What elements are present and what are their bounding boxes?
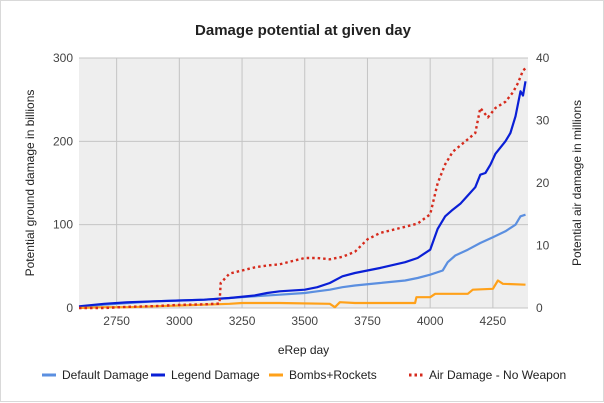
legend-label: Air Damage - No Weapon	[429, 368, 566, 382]
right-tick-label: 0	[536, 301, 543, 315]
legend-item: Default Damage	[42, 368, 149, 382]
right-tick-label: 10	[536, 239, 550, 253]
x-tick-label: 3250	[229, 314, 256, 328]
left-tick-label: 100	[53, 218, 73, 232]
legend-item: Bombs+Rockets	[269, 368, 377, 382]
series-group	[78, 66, 528, 310]
right-tick-label: 30	[536, 114, 550, 128]
legend-label: Default Damage	[62, 368, 149, 382]
x-axis-label: eRep day	[278, 343, 329, 357]
x-tick-label: 2750	[103, 314, 130, 328]
legend-label: Legend Damage	[171, 368, 260, 382]
left-tick-label: 0	[66, 301, 73, 315]
left-tick-label: 200	[53, 134, 73, 148]
series-line-air-damage-no-weapon	[79, 66, 528, 310]
x-tick-label: 3500	[291, 314, 318, 328]
x-tick-label: 3750	[354, 314, 381, 328]
x-tick-label: 4000	[417, 314, 444, 328]
left-tick-label: 300	[53, 51, 73, 65]
series-line-legend-damage	[78, 81, 527, 308]
legend: Default Damage Legend Damage Bombs+Rockets…	[42, 368, 566, 382]
x-tick-label: 4250	[480, 314, 507, 328]
plot-area	[79, 58, 528, 308]
legend-item: Legend Damage	[151, 368, 260, 382]
left-axis-label: Potential ground damage in billions	[23, 90, 37, 277]
right-tick-label: 20	[536, 176, 550, 190]
legend-label: Bombs+Rockets	[289, 368, 377, 382]
tick-labels: 2750 3000 3250 3500 3750 4000 4250010020030001…	[53, 51, 550, 328]
chart-title: Damage potential at given day	[195, 22, 412, 39]
grid-lines	[79, 57, 528, 309]
right-tick-label: 40	[536, 51, 550, 65]
legend-item: Air Damage - No Weapon	[409, 368, 566, 382]
right-axis-label: Potential air damage in millions	[570, 100, 584, 266]
x-tick-label: 3000	[166, 314, 193, 328]
